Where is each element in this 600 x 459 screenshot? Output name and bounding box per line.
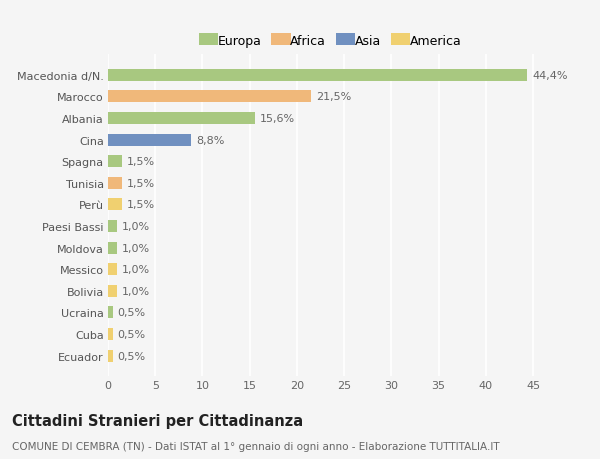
Text: 1,0%: 1,0% (122, 243, 150, 253)
Bar (108, 91, 311, 103)
Bar (108, 307, 113, 319)
Bar (108, 221, 118, 232)
Text: COMUNE DI CEMBRA (TN) - Dati ISTAT al 1° gennaio di ogni anno - Elaborazione TUT: COMUNE DI CEMBRA (TN) - Dati ISTAT al 1°… (12, 441, 500, 451)
Legend: Europa, Africa, Asia, America: Europa, Africa, Asia, America (196, 33, 464, 50)
Text: 1,5%: 1,5% (127, 157, 155, 167)
Text: 0,5%: 0,5% (118, 308, 146, 318)
Text: 1,0%: 1,0% (122, 265, 150, 274)
Text: 1,0%: 1,0% (122, 286, 150, 296)
Text: 1,5%: 1,5% (127, 200, 155, 210)
Text: Cittadini Stranieri per Cittadinanza: Cittadini Stranieri per Cittadinanza (12, 413, 303, 428)
Text: 21,5%: 21,5% (316, 92, 351, 102)
Bar (108, 113, 256, 125)
Bar (108, 263, 118, 275)
Bar (108, 199, 122, 211)
Bar (108, 328, 113, 340)
Text: 15,6%: 15,6% (260, 114, 295, 124)
Text: 44,4%: 44,4% (532, 71, 568, 81)
Bar (108, 242, 118, 254)
Text: 0,5%: 0,5% (118, 351, 146, 361)
Text: 0,5%: 0,5% (118, 329, 146, 339)
Text: 1,5%: 1,5% (127, 179, 155, 188)
Text: 8,8%: 8,8% (196, 135, 224, 145)
Bar (108, 285, 118, 297)
Bar (108, 350, 113, 362)
Bar (108, 134, 191, 146)
Bar (108, 178, 122, 189)
Text: 1,0%: 1,0% (122, 222, 150, 231)
Bar (108, 156, 122, 168)
Bar (108, 70, 527, 82)
